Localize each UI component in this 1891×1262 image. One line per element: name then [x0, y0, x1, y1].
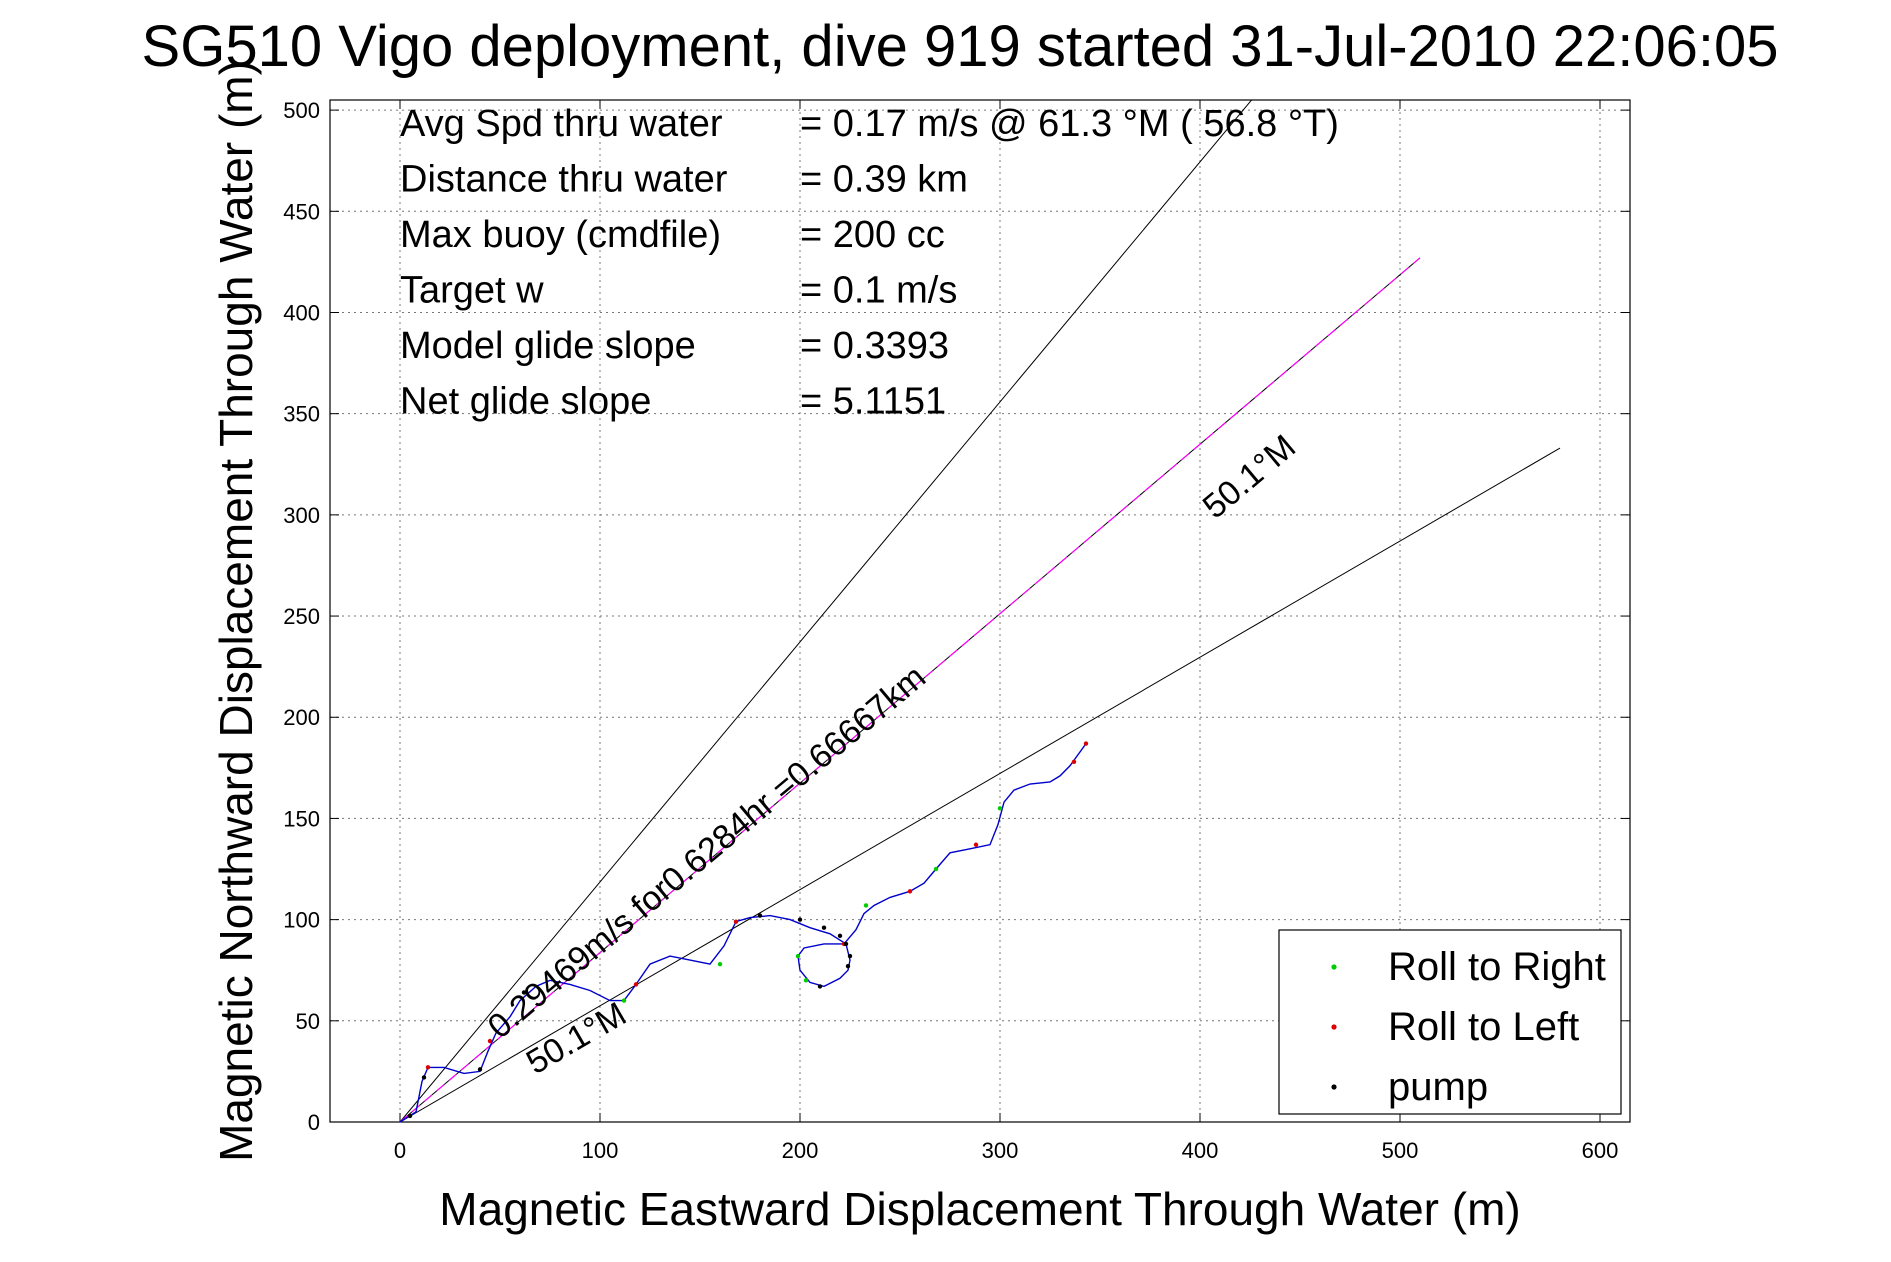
track: [399, 743, 1087, 1123]
point-pump: [757, 913, 763, 918]
info-label: Distance thru water: [400, 159, 728, 201]
info-value: = 0.3393: [800, 325, 949, 367]
legend-label: Roll to Left: [1388, 1005, 1579, 1049]
point-roll-to-left: [907, 889, 913, 894]
point-pump: [421, 1075, 427, 1080]
point-pump: [821, 925, 827, 930]
x-tick-label: 100: [582, 1138, 619, 1163]
point-pump: [407, 1113, 413, 1119]
info-label: Max buoy (cmdfile): [400, 214, 721, 256]
point-roll-to-left: [1083, 741, 1089, 746]
x-tick-label: 300: [982, 1138, 1019, 1163]
info-label: Avg Spd thru water: [400, 103, 723, 145]
legend-label: pump: [1388, 1065, 1488, 1109]
info-value: = 0.1 m/s: [800, 270, 957, 312]
point-pump: [837, 933, 843, 939]
point-pump: [521, 990, 527, 995]
point-roll-to-left: [733, 919, 739, 924]
glider-track-line: [399, 743, 1087, 1123]
point-roll-to-right: [933, 866, 939, 872]
point-roll-to-right: [863, 903, 869, 908]
point-roll-to-right: [997, 806, 1003, 811]
x-axis-ticks: 0 100 200 300 400 500 600: [394, 100, 1618, 1163]
legend-marker: [1331, 964, 1337, 970]
y-axis-label: Magnetic Northward Displacement Through …: [210, 60, 262, 1162]
point-roll-to-left: [487, 1038, 493, 1044]
plot-area: [329, 99, 1631, 1123]
legend-marker: [1331, 1084, 1337, 1090]
point-roll-to-left: [1071, 759, 1077, 764]
x-tick-label: 500: [1382, 1138, 1419, 1163]
point-roll-to-left: [633, 982, 639, 987]
point-pump: [843, 941, 849, 947]
heading-label-upper: 50.1°M: [1196, 428, 1303, 527]
legend-box: [1278, 929, 1622, 1115]
reference-lines: [399, 100, 1561, 1123]
chart-title: SG510 Vigo deployment, dive 919 started …: [142, 14, 1779, 79]
y-tick-label: 50: [296, 1009, 320, 1034]
info-value: = 0.39 km: [800, 159, 968, 201]
y-tick-label: 350: [283, 402, 320, 427]
x-tick-label: 400: [1182, 1138, 1219, 1163]
y-tick-label: 150: [283, 806, 320, 831]
y-tick-label: 300: [283, 503, 320, 528]
grid: [330, 100, 1630, 1123]
x-axis-label: Magnetic Eastward Displacement Through W…: [439, 1183, 1520, 1235]
info-panel: Avg Spd thru water = 0.17 m/s @ 61.3 °M (…: [400, 103, 1339, 423]
x-tick-label: 200: [782, 1138, 819, 1163]
data-points: [407, 741, 1089, 1119]
x-tick-label: 0: [394, 1138, 406, 1163]
point-pump: [847, 953, 853, 959]
y-tick-label: 500: [283, 98, 320, 123]
y-tick-label: 400: [283, 300, 320, 325]
point-pump: [477, 1067, 483, 1072]
info-label: Target w: [400, 270, 544, 312]
point-roll-to-right: [795, 953, 801, 959]
point-pump: [845, 963, 851, 969]
point-roll-to-left: [425, 1065, 431, 1070]
y-tick-label: 100: [283, 908, 320, 933]
info-label: Net glide slope: [400, 381, 651, 423]
info-label: Model glide slope: [400, 325, 696, 367]
legend-label: Roll to Right: [1388, 945, 1606, 989]
y-tick-label: 200: [283, 705, 320, 730]
info-value: = 0.17 m/s @ 61.3 °M ( 56.8 °T): [800, 103, 1339, 145]
x-tick-label: 600: [1582, 1138, 1619, 1163]
heading-reference-line: [399, 100, 1253, 1122]
point-pump: [817, 984, 823, 989]
point-roll-to-right: [717, 961, 723, 967]
point-roll-to-right: [803, 978, 809, 983]
legend: Roll to Right Roll to Left pump: [1278, 929, 1622, 1115]
legend-marker: [1331, 1024, 1337, 1030]
y-tick-label: 450: [283, 199, 320, 224]
y-axis-ticks: 0 50 100 150 200 250 300 350 400 450 500: [283, 98, 1630, 1135]
point-roll-to-left: [973, 842, 979, 847]
info-value: = 5.1151: [800, 381, 946, 423]
point-pump: [797, 917, 803, 922]
point-roll-to-right: [621, 998, 627, 1003]
heading-reference-line: [399, 447, 1561, 1122]
info-value: = 200 cc: [800, 214, 945, 256]
y-tick-label: 250: [283, 604, 320, 629]
y-tick-label: 0: [308, 1110, 320, 1135]
heading-reference-line: [399, 257, 1421, 1122]
